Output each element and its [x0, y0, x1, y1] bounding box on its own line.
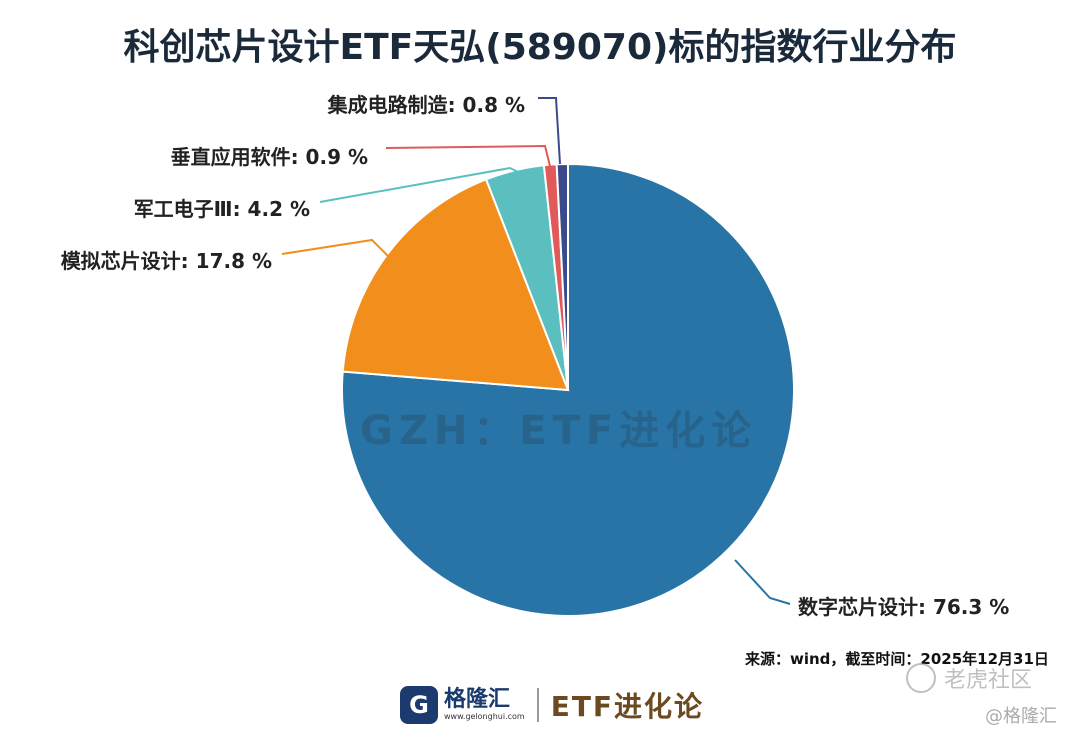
leader-line-4 — [385, 144, 551, 167]
community-text: 老虎社区 — [944, 668, 1033, 693]
leader-line-5 — [538, 97, 561, 165]
footer-branding: G 格隆汇 www.gelonghui.com ETF进化论 — [400, 682, 704, 728]
leader-line-2 — [281, 238, 389, 257]
pie-slice-5 — [555, 162, 569, 391]
author-handle: @格隆汇 — [985, 706, 1057, 727]
footer-brand: ETF进化论 — [550, 690, 705, 723]
gelonghui-logo-text: 格隆汇 www.gelonghui.com — [444, 688, 525, 722]
slice-label-5: 集成电路制造: 0.8 % — [327, 93, 525, 117]
chart-title: 科创芯片设计ETF天弘(589070)标的指数行业分布 — [123, 27, 957, 68]
leader-line-1 — [734, 559, 791, 605]
tiger-icon — [906, 663, 936, 693]
slice-label-2: 模拟芯片设计: 17.8 % — [61, 249, 272, 273]
gelonghui-logo-icon: G — [400, 686, 438, 724]
community-watermark: 老虎社区 — [906, 662, 1032, 694]
logo-url: www.gelonghui.com — [444, 712, 525, 721]
slice-label-1: 数字芯片设计: 76.3 % — [798, 595, 1009, 619]
footer-divider — [536, 688, 539, 722]
watermark-text: GZH：ETF进化论 — [360, 408, 758, 454]
logo-name: 格隆汇 — [444, 687, 511, 712]
slice-label-3: 军工电子Ⅲ: 4.2 % — [134, 197, 310, 221]
source-note: 来源：wind，截至时间：2025年12月31日 — [745, 650, 1049, 668]
slice-label-4: 垂直应用软件: 0.9 % — [171, 145, 368, 169]
leader-line-3 — [319, 166, 519, 203]
